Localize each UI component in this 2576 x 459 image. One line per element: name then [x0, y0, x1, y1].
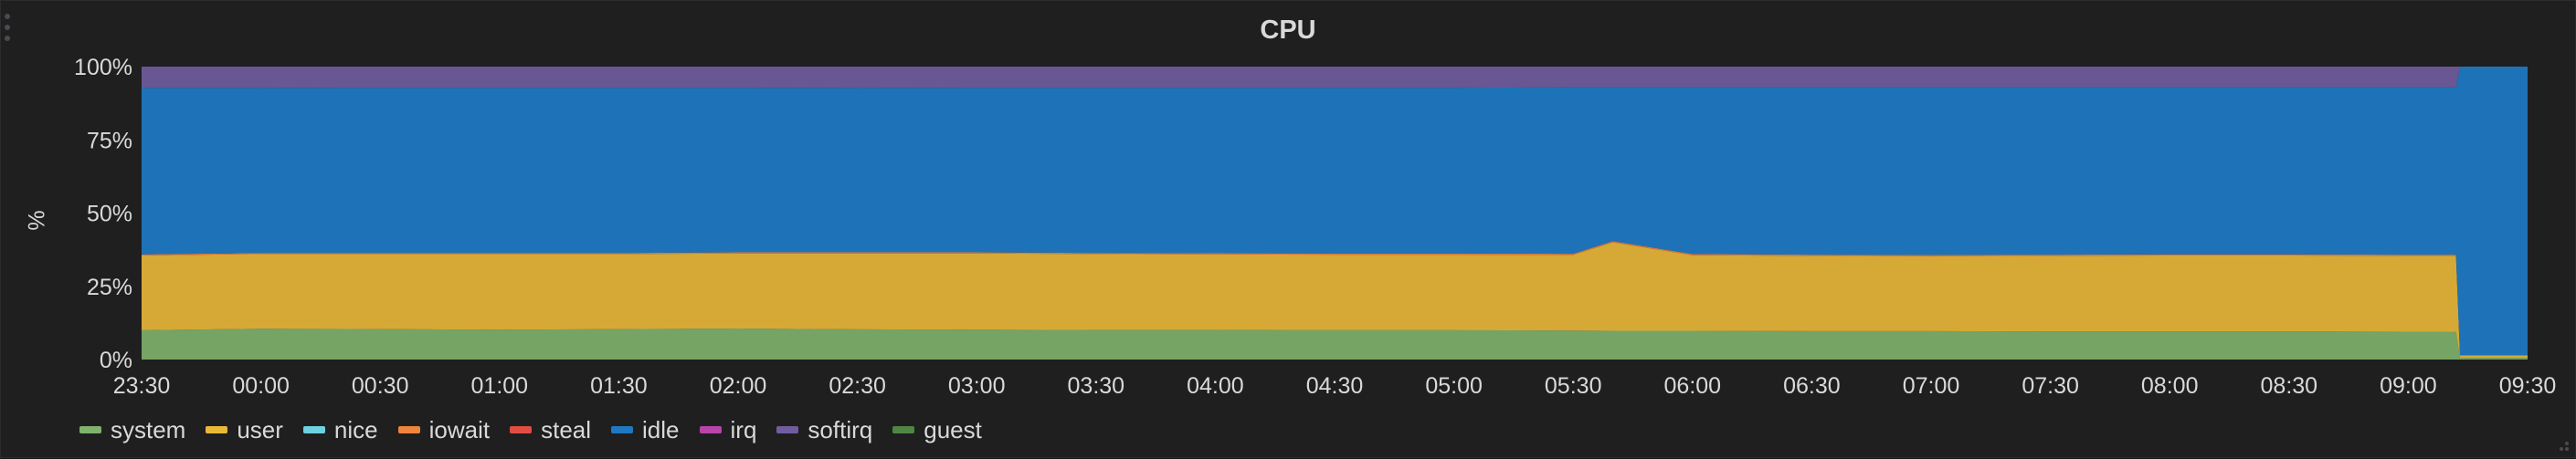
legend-label: irq	[730, 415, 757, 443]
legend-swatch	[699, 426, 722, 433]
y-tick-label: 100%	[74, 55, 132, 80]
legend-swatch	[397, 426, 420, 433]
legend-item-iowait[interactable]: iowait	[397, 415, 491, 444]
legend-label: idle	[642, 415, 680, 443]
x-tick-label: 05:00	[1425, 373, 1483, 399]
legend-item-softirq[interactable]: softirq	[776, 416, 872, 444]
x-tick-label: 01:00	[471, 373, 529, 399]
legend-item-guest[interactable]: guest	[892, 416, 982, 444]
x-tick-label: 07:00	[1903, 373, 1960, 399]
x-tick-label: 23:30	[113, 373, 171, 399]
x-tick-label: 01:30	[590, 373, 648, 399]
series-area-system	[142, 329, 2528, 360]
series-area-idle	[142, 67, 2528, 356]
x-tick-label: 02:00	[710, 373, 767, 399]
y-tick-label: 50%	[87, 202, 132, 227]
legend-label: system	[111, 415, 186, 443]
x-tick-label: 04:30	[1306, 373, 1364, 399]
y-tick-label: 75%	[87, 128, 132, 153]
legend-label: guest	[924, 415, 982, 443]
legend-swatch	[776, 426, 799, 433]
panel-title[interactable]: CPU	[1260, 16, 1316, 45]
x-tick-label: 09:00	[2380, 373, 2437, 399]
x-tick-label: 00:30	[352, 373, 409, 399]
legend-item-steal[interactable]: steal	[510, 416, 591, 444]
legend-item-nice[interactable]: nice	[302, 415, 378, 444]
legend-label: nice	[333, 415, 378, 443]
legend-swatch	[892, 426, 915, 433]
x-tick-label: 07:30	[2022, 373, 2079, 399]
chart-areas	[142, 67, 2528, 360]
x-tick-label: 02:30	[829, 373, 886, 399]
legend: system user nice iowait steal idle irq softirq g…	[79, 413, 982, 446]
legend-item-system[interactable]: system	[79, 416, 185, 444]
legend-swatch	[302, 426, 325, 433]
drag-handle-icon[interactable]	[5, 14, 12, 47]
x-tick-label: 09:30	[2499, 373, 2557, 399]
legend-label: steal	[541, 415, 592, 443]
x-tick-label: 03:30	[1068, 373, 1125, 399]
x-axis-ticks: 23:30 00:00 00:30 01:00 01:30 02:00 02:30 03:00…	[113, 373, 2557, 399]
legend-label: iowait	[428, 415, 491, 443]
x-tick-label: 06:30	[1783, 373, 1841, 399]
y-axis-ticks: 0% 25% 50% 75% 100%	[74, 55, 132, 373]
x-tick-label: 00:00	[232, 373, 290, 399]
legend-swatch	[79, 426, 101, 433]
legend-label: user	[237, 415, 283, 443]
x-tick-label: 04:00	[1187, 373, 1244, 399]
x-tick-label: 03:00	[948, 373, 1006, 399]
y-tick-label: 0%	[100, 348, 132, 373]
y-tick-label: 25%	[87, 275, 132, 300]
legend-swatch	[611, 426, 634, 433]
series-area-user	[142, 242, 2528, 359]
legend-item-idle[interactable]: idle	[611, 415, 680, 444]
legend-item-irq[interactable]: irq	[699, 415, 757, 444]
series-area-softirq	[142, 67, 2528, 89]
x-tick-label: 08:00	[2141, 373, 2199, 399]
legend-item-user[interactable]: user	[206, 416, 283, 444]
x-tick-label: 06:00	[1664, 373, 1722, 399]
legend-swatch	[510, 426, 533, 433]
x-tick-label: 05:30	[1545, 373, 1602, 399]
x-tick-label: 08:30	[2261, 373, 2318, 399]
legend-swatch	[206, 426, 228, 433]
resize-handle-icon[interactable]	[2553, 435, 2570, 452]
legend-label: softirq	[808, 415, 873, 443]
